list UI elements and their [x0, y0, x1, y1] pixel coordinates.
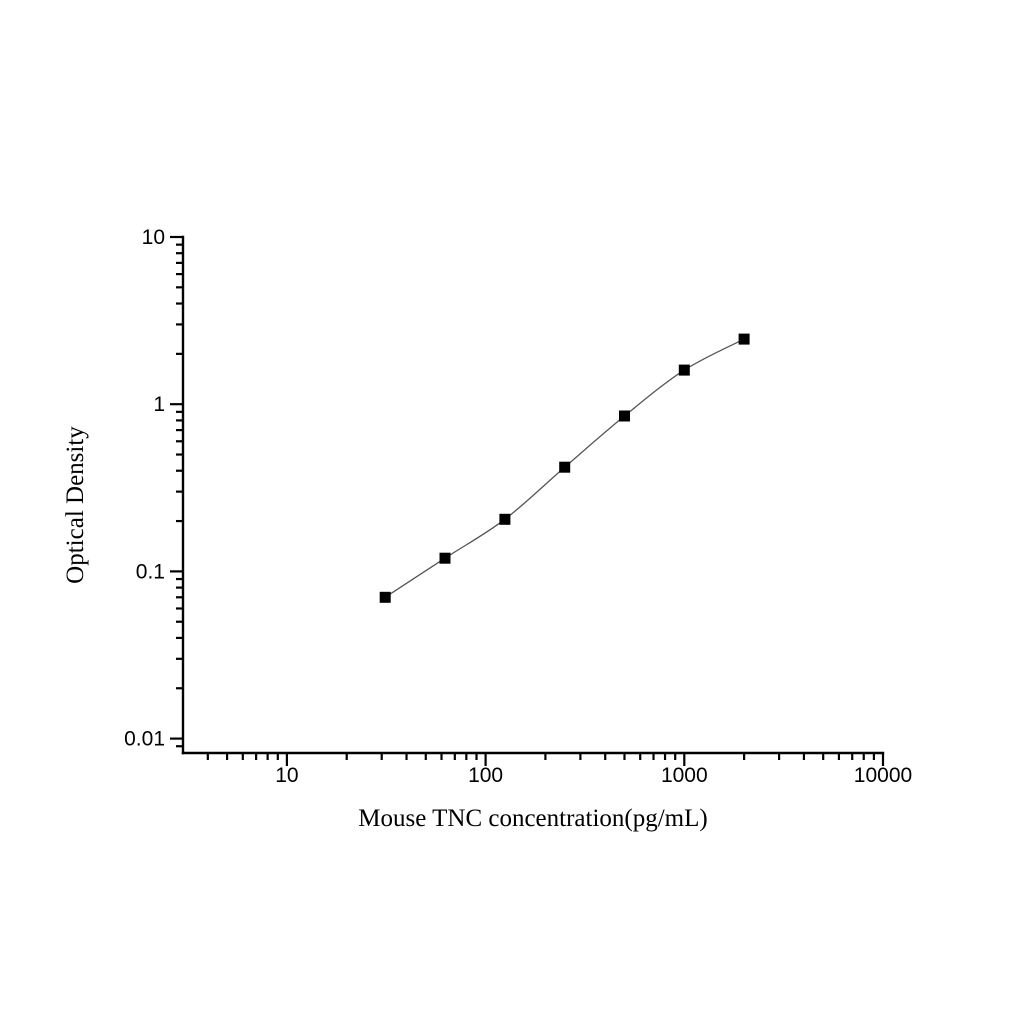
y-axis-major-ticks	[170, 235, 183, 740]
x-tick-label: 10	[275, 764, 298, 787]
data-point	[379, 591, 391, 603]
x-axis-tick-labels: 10 100 1000 10000	[275, 764, 912, 787]
x-tick-label: 1000	[661, 764, 708, 787]
data-point	[499, 513, 511, 525]
y-axis-title: Optical Density	[62, 426, 89, 584]
y-tick-label: 0.1	[136, 560, 165, 583]
x-tick-label: 10000	[854, 764, 912, 787]
data-point	[439, 552, 451, 564]
data-point-markers	[379, 333, 750, 603]
data-point	[678, 364, 690, 376]
y-axis-tick-labels: 10 1 0.1 0.01	[124, 226, 165, 751]
x-axis-major-ticks	[285, 753, 885, 766]
data-point	[559, 461, 571, 473]
x-tick-label: 100	[468, 764, 503, 787]
x-axis-title: Mouse TNC concentration(pg/mL)	[358, 805, 707, 832]
y-tick-label: 1	[153, 393, 165, 416]
y-tick-label: 0.01	[124, 728, 165, 751]
data-point	[619, 410, 630, 422]
data-point	[738, 333, 750, 345]
y-tick-label: 10	[142, 226, 165, 249]
